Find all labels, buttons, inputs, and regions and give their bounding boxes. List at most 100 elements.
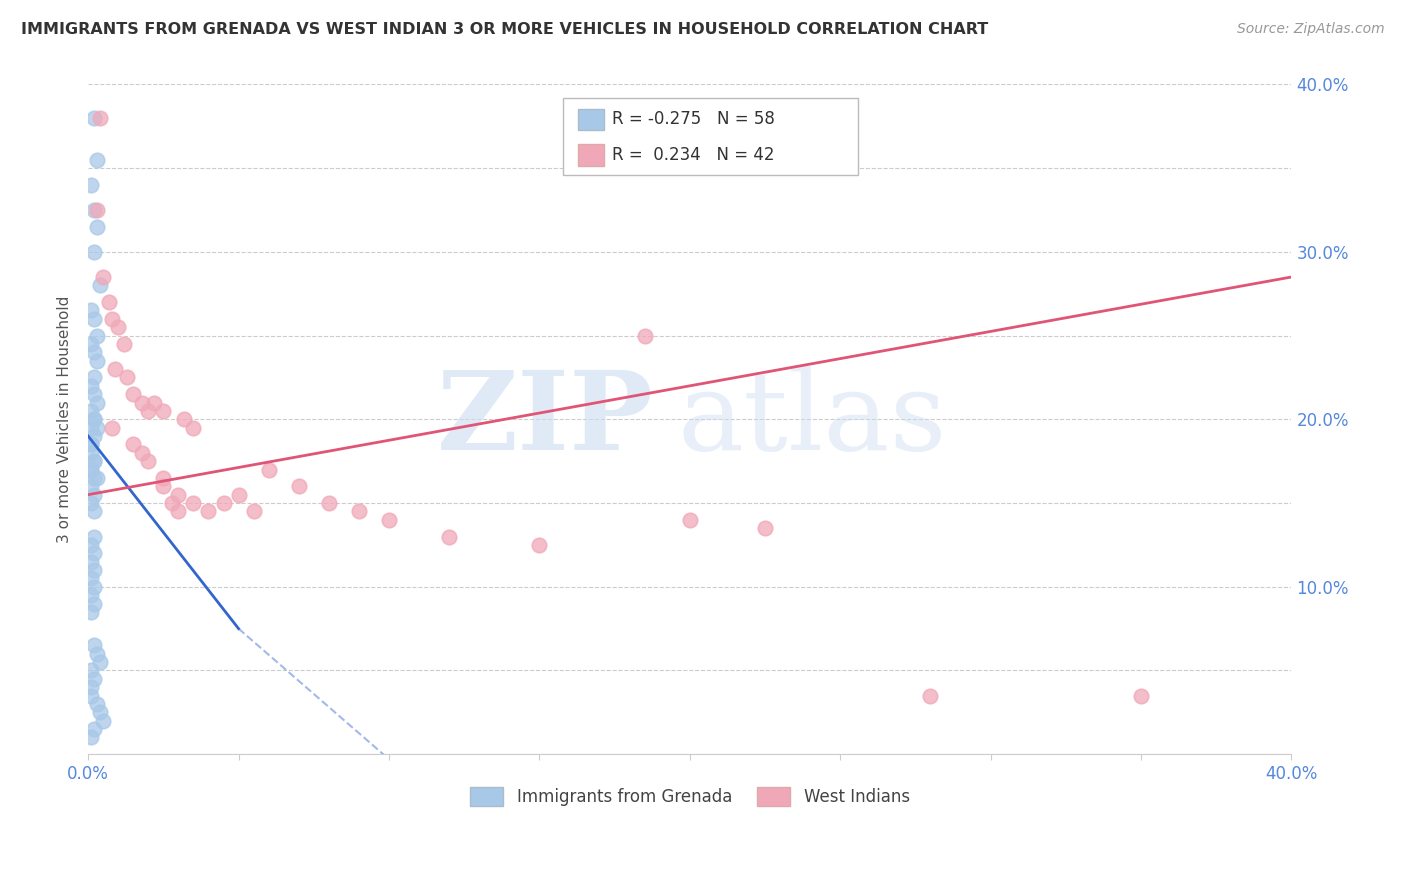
Point bbox=[143, 395, 166, 409]
Point bbox=[112, 337, 135, 351]
Point bbox=[83, 504, 105, 518]
Point bbox=[318, 496, 340, 510]
Point bbox=[91, 714, 114, 728]
Point bbox=[80, 689, 103, 703]
Point bbox=[83, 580, 105, 594]
Text: R =  0.234   N = 42: R = 0.234 N = 42 bbox=[612, 146, 775, 164]
Point bbox=[634, 328, 657, 343]
Point bbox=[80, 664, 103, 678]
Point bbox=[89, 111, 111, 125]
Point bbox=[80, 303, 103, 318]
Text: IMMIGRANTS FROM GRENADA VS WEST INDIAN 3 OR MORE VEHICLES IN HOUSEHOLD CORRELATI: IMMIGRANTS FROM GRENADA VS WEST INDIAN 3… bbox=[21, 22, 988, 37]
Point bbox=[83, 529, 105, 543]
Point bbox=[101, 420, 124, 434]
Point bbox=[80, 404, 103, 418]
Point bbox=[83, 412, 105, 426]
Point bbox=[378, 513, 401, 527]
Text: ZIP: ZIP bbox=[437, 366, 654, 473]
Point bbox=[83, 412, 105, 426]
Point bbox=[80, 437, 103, 451]
Point bbox=[86, 697, 108, 711]
Point bbox=[83, 370, 105, 384]
Point bbox=[136, 404, 159, 418]
Point bbox=[287, 479, 309, 493]
Point bbox=[80, 538, 103, 552]
Point bbox=[80, 571, 103, 585]
Point bbox=[152, 404, 174, 418]
Point bbox=[83, 639, 105, 653]
Point bbox=[89, 278, 111, 293]
Point bbox=[80, 555, 103, 569]
Point bbox=[83, 311, 105, 326]
Legend: Immigrants from Grenada, West Indians: Immigrants from Grenada, West Indians bbox=[463, 780, 917, 813]
Bar bbox=[578, 109, 605, 130]
Point bbox=[83, 429, 105, 443]
Point bbox=[167, 504, 190, 518]
Point bbox=[257, 462, 280, 476]
Point bbox=[86, 219, 108, 234]
Point bbox=[98, 295, 121, 310]
Point bbox=[80, 496, 103, 510]
Point bbox=[173, 412, 195, 426]
Point bbox=[83, 471, 105, 485]
Point bbox=[83, 563, 105, 577]
Point bbox=[86, 353, 108, 368]
Point bbox=[80, 337, 103, 351]
Point bbox=[83, 672, 105, 686]
Point bbox=[80, 479, 103, 493]
Bar bbox=[578, 145, 605, 166]
Point bbox=[83, 202, 105, 217]
Point bbox=[83, 597, 105, 611]
Point bbox=[86, 420, 108, 434]
Point bbox=[162, 496, 184, 510]
Point bbox=[183, 420, 205, 434]
Point bbox=[80, 462, 103, 476]
Point bbox=[86, 647, 108, 661]
Point bbox=[80, 379, 103, 393]
Point bbox=[754, 521, 776, 535]
Point bbox=[131, 395, 153, 409]
Point bbox=[83, 488, 105, 502]
Point bbox=[80, 446, 103, 460]
Point bbox=[107, 320, 129, 334]
Point bbox=[131, 446, 153, 460]
Point bbox=[83, 546, 105, 560]
Point bbox=[91, 270, 114, 285]
Point bbox=[136, 454, 159, 468]
Point bbox=[86, 395, 108, 409]
Point bbox=[83, 454, 105, 468]
Point bbox=[1130, 689, 1153, 703]
Point bbox=[83, 345, 105, 359]
Point bbox=[104, 362, 127, 376]
Point bbox=[86, 202, 108, 217]
Point bbox=[167, 488, 190, 502]
Point bbox=[80, 680, 103, 694]
Point bbox=[242, 504, 264, 518]
Point bbox=[89, 706, 111, 720]
Point bbox=[86, 153, 108, 167]
Point bbox=[117, 370, 139, 384]
Point bbox=[83, 387, 105, 401]
Point bbox=[122, 387, 145, 401]
Y-axis label: 3 or more Vehicles in Household: 3 or more Vehicles in Household bbox=[58, 295, 72, 543]
Point bbox=[228, 488, 250, 502]
Point bbox=[86, 471, 108, 485]
Point bbox=[437, 529, 460, 543]
Point bbox=[80, 462, 103, 476]
Point bbox=[83, 244, 105, 259]
Point bbox=[152, 471, 174, 485]
Point bbox=[83, 722, 105, 736]
Point bbox=[80, 588, 103, 602]
Point bbox=[101, 311, 124, 326]
Point bbox=[347, 504, 370, 518]
Point bbox=[122, 437, 145, 451]
Point bbox=[529, 538, 551, 552]
Text: Source: ZipAtlas.com: Source: ZipAtlas.com bbox=[1237, 22, 1385, 37]
Point bbox=[197, 504, 219, 518]
Point bbox=[83, 111, 105, 125]
Point bbox=[920, 689, 942, 703]
Point bbox=[80, 437, 103, 451]
Point bbox=[152, 479, 174, 493]
Point bbox=[80, 731, 103, 745]
Point bbox=[86, 328, 108, 343]
